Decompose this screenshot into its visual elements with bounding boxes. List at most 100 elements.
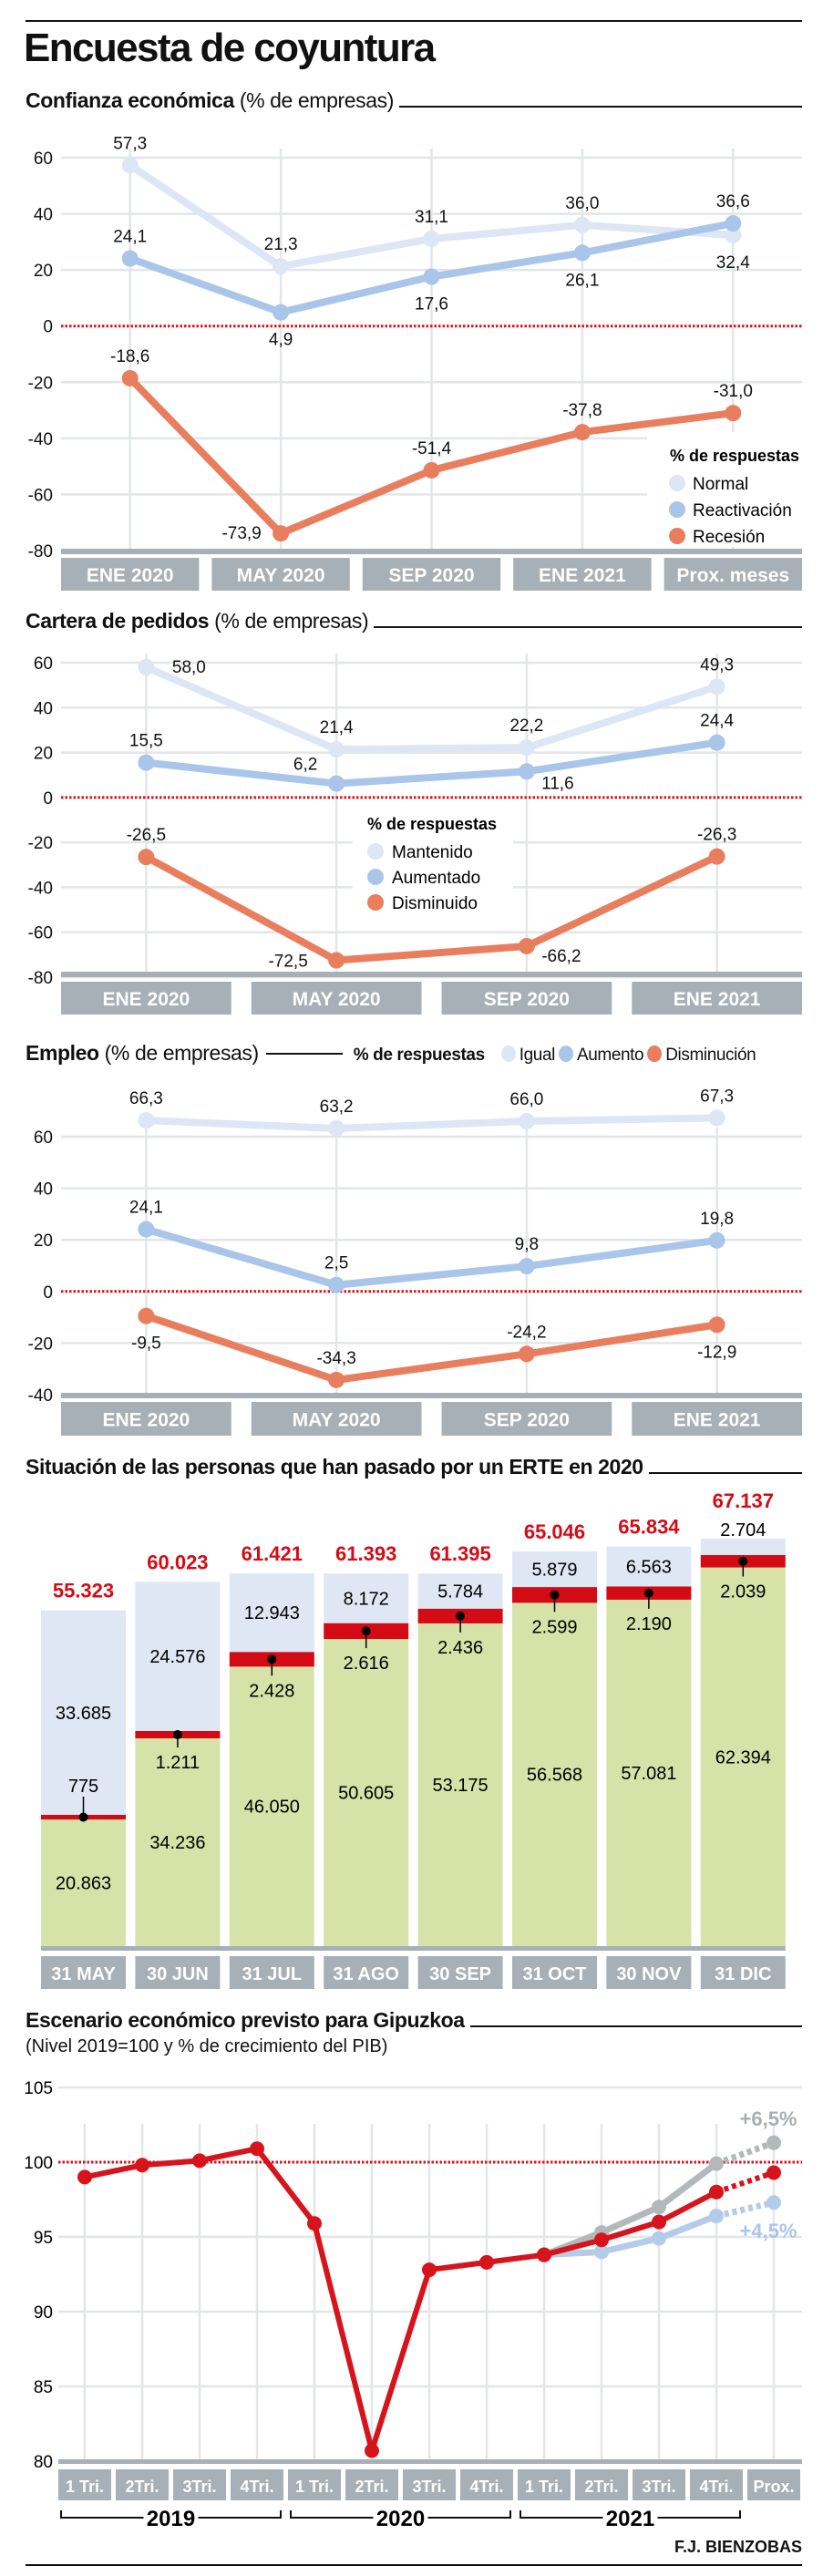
year-label: 2021 <box>606 2507 654 2531</box>
data-label: 24,4 <box>700 712 734 731</box>
y-tick-label: 95 <box>34 2229 53 2248</box>
data-point <box>328 1371 345 1388</box>
legend-label: Reactivación <box>693 501 792 520</box>
data-point <box>518 1113 535 1130</box>
category-box <box>512 1956 597 1989</box>
data-label: 6,2 <box>293 756 317 775</box>
category-box <box>403 2469 456 2500</box>
series-line <box>84 2146 718 2454</box>
data-label-green: 53.175 <box>433 1776 489 1796</box>
category-label: 31 MAY <box>51 1964 116 1984</box>
data-label-blue: 8.172 <box>344 1589 389 1609</box>
category-box <box>460 2469 513 2500</box>
category-label: SEP 2020 <box>484 1410 570 1431</box>
category-label: ENE 2021 <box>539 565 626 586</box>
legend-title: % de respuestas <box>670 447 799 465</box>
y-tick-label: 20 <box>34 1231 53 1251</box>
total-label: 61.393 <box>335 1542 396 1565</box>
legend-dot-aumento-icon <box>558 1045 573 1062</box>
category-box <box>251 982 422 1015</box>
data-label-red: 2.436 <box>437 1638 483 1658</box>
category-label: SEP 2020 <box>388 565 474 586</box>
legend-label: Mantenido <box>392 843 473 862</box>
category-label: MAY 2020 <box>293 989 381 1010</box>
growth-annotation: +6,5% <box>740 2107 797 2130</box>
data-label: -72,5 <box>268 953 307 972</box>
year-label-bg <box>143 2505 199 2529</box>
category-box <box>700 1956 786 1989</box>
heading-rule <box>374 626 802 628</box>
data-point <box>573 244 591 262</box>
year-label-bg <box>373 2505 428 2529</box>
category-label: 31 JUL <box>242 1964 303 1984</box>
category-label: 4Tri. <box>699 2478 733 2496</box>
category-label: 31 DIC <box>715 1964 771 1984</box>
erte-heading: Situación de las personas que han pasado… <box>26 1455 802 1479</box>
escenario-heading: Escenario económico previsto para Gipuzk… <box>26 2008 802 2033</box>
data-label-green: 34.236 <box>149 1833 205 1853</box>
category-label: 31 AGO <box>333 1964 399 1984</box>
forecast-line <box>715 2139 776 2167</box>
empleo-heading: Empleo (% de empresas) % de respuestas I… <box>26 1041 802 1066</box>
data-label: 24,1 <box>129 1199 163 1218</box>
category-label: 1 Tri. <box>525 2478 563 2496</box>
y-tick-label: 20 <box>34 745 53 764</box>
heading-rule <box>469 2025 802 2027</box>
data-label: 57,3 <box>113 134 147 153</box>
total-label: 65.834 <box>618 1516 680 1539</box>
legend-dot-icon <box>367 894 384 911</box>
category-box <box>606 1956 692 1989</box>
growth-annotation: +4,5% <box>740 2220 797 2242</box>
category-box <box>575 2469 628 2500</box>
data-point <box>138 754 155 771</box>
data-label: -73,9 <box>221 524 261 543</box>
data-point <box>708 678 725 696</box>
y-tick-label: -40 <box>28 1386 53 1406</box>
data-point <box>709 2209 724 2224</box>
data-point <box>708 1231 725 1249</box>
series-line-disminuido <box>144 853 719 964</box>
data-label-red: 2.190 <box>626 1614 672 1634</box>
data-point <box>250 2141 264 2157</box>
escenario-title: Escenario económico previsto para Gipuzk… <box>26 2008 465 2032</box>
bar-segment-green <box>324 1639 409 1946</box>
y-tick-label: 80 <box>34 2453 53 2472</box>
data-label: 22,2 <box>509 716 543 736</box>
data-label-red: 775 <box>68 1777 98 1797</box>
data-point <box>138 1221 155 1238</box>
legend-label-aumento: Aumento <box>576 1046 644 1065</box>
cartera-title: Cartera de pedidos <box>26 609 210 633</box>
data-point <box>423 461 440 479</box>
y-tick-label: -80 <box>28 969 53 988</box>
data-point <box>708 848 725 865</box>
total-label: 67.137 <box>713 1489 774 1512</box>
bar-segment-blue <box>135 1582 221 1731</box>
axis-baseline <box>61 972 802 977</box>
top-rule <box>26 20 802 22</box>
data-label: 36,6 <box>716 192 750 211</box>
data-label: -26,3 <box>697 826 736 845</box>
data-point <box>518 1258 535 1275</box>
forecast-line <box>715 2169 775 2195</box>
category-box <box>61 982 231 1015</box>
legend-label: Recesión <box>693 528 765 547</box>
bar-segment-blue <box>229 1573 314 1653</box>
y-tick-label: -40 <box>28 430 53 449</box>
series-line-igual <box>146 1114 717 1132</box>
confianza-heading: Confianza económica (% de empresas) <box>26 88 802 113</box>
legend-label: Disminuido <box>392 894 478 913</box>
data-point <box>192 2153 207 2169</box>
category-box <box>229 1956 314 1989</box>
series-line-aumento <box>145 1225 718 1289</box>
data-label-red: 2.428 <box>249 1681 294 1701</box>
data-point <box>273 258 290 275</box>
category-box <box>61 558 200 591</box>
year-label-bg <box>602 2505 658 2529</box>
data-point <box>328 1119 345 1137</box>
year-label: 2020 <box>376 2507 425 2531</box>
data-point <box>138 658 155 675</box>
data-point <box>708 734 725 751</box>
y-tick-label: 20 <box>34 262 53 281</box>
